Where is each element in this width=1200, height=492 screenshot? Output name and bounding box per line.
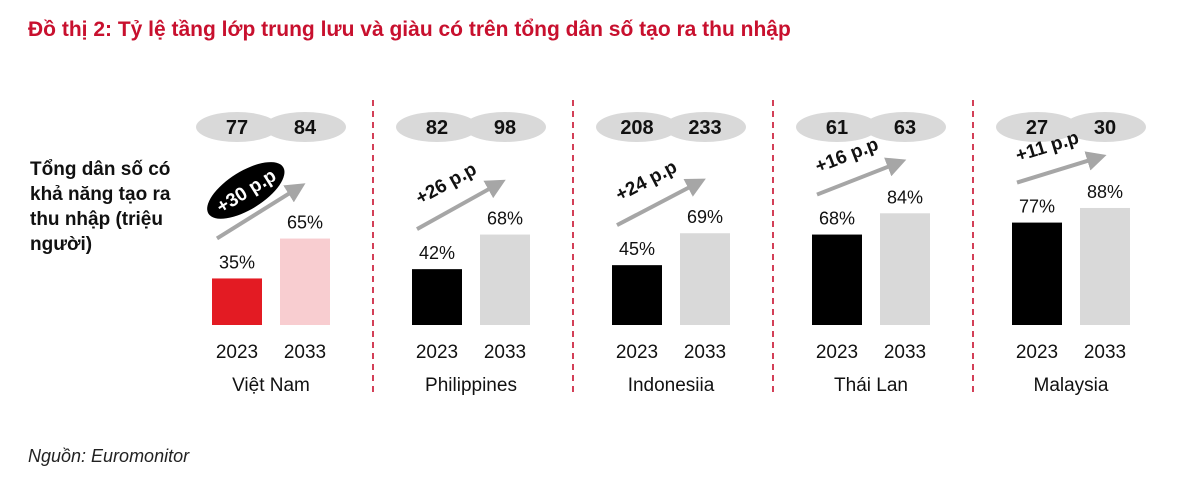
- population-value: 98: [494, 117, 516, 139]
- population-pill: [1064, 112, 1146, 142]
- country-label: Thái Lan: [834, 375, 908, 396]
- year-tick-label: 2023: [616, 342, 658, 363]
- bar-malaysia-2033: [1080, 207, 1130, 325]
- population-pill: [864, 112, 946, 142]
- growth-arrow: [616, 178, 706, 227]
- year-tick-label: 2023: [416, 342, 458, 363]
- change-badge-background: [207, 162, 285, 219]
- growth-arrow: [215, 183, 306, 241]
- population-value: 208: [620, 117, 653, 139]
- population-axis-label: Tổng dân số có khả năng tạo ra thu nhập …: [30, 159, 171, 255]
- year-tick-label: 2023: [216, 342, 258, 363]
- country-label: Philippines: [425, 375, 517, 396]
- population-pill: [464, 112, 546, 142]
- bar-việt-nam-2033: [280, 238, 330, 325]
- source-note: Nguồn: Euromonitor: [28, 446, 190, 466]
- chart-title: Đồ thị 2: Tỷ lệ tầng lớp trung lưu và gi…: [28, 18, 791, 41]
- data-label: 45%: [619, 239, 655, 259]
- bar-việt-nam-2023: [212, 278, 262, 325]
- population-value: 82: [426, 117, 448, 139]
- population-value: 84: [294, 117, 317, 139]
- population-pill: [596, 112, 678, 142]
- data-label: 77%: [1019, 197, 1055, 217]
- population-pill: [996, 112, 1078, 142]
- country-label: Indonesiia: [628, 375, 715, 396]
- year-tick-label: 2033: [684, 342, 726, 363]
- bar-indonesiia-2033: [680, 233, 730, 325]
- year-tick-label: 2033: [484, 342, 526, 363]
- growth-arrow: [1016, 151, 1107, 185]
- population-pill: [396, 112, 478, 142]
- population-value: 30: [1094, 117, 1116, 139]
- population-value: 61: [826, 117, 848, 139]
- growth-arrow: [416, 179, 506, 231]
- growth-arrow: [816, 157, 907, 197]
- population-value: 233: [688, 117, 721, 139]
- year-tick-label: 2033: [884, 342, 926, 363]
- data-label: 88%: [1087, 182, 1123, 202]
- data-label: 65%: [287, 213, 323, 233]
- population-value: 63: [894, 117, 916, 139]
- data-label: 68%: [819, 209, 855, 229]
- data-label: 69%: [687, 207, 723, 227]
- data-label: 68%: [487, 209, 523, 229]
- year-tick-label: 2023: [1016, 342, 1058, 363]
- bar-thái-lan-2033: [880, 213, 930, 325]
- bar-thái-lan-2023: [812, 234, 862, 325]
- population-value: 27: [1026, 117, 1048, 139]
- bar-philippines-2033: [480, 234, 530, 325]
- population-pill: [796, 112, 878, 142]
- population-pill: [264, 112, 346, 142]
- country-label: Việt Nam: [232, 375, 310, 396]
- year-tick-label: 2033: [1084, 342, 1126, 363]
- population-value: 77: [226, 117, 248, 139]
- country-label: Malaysia: [1034, 375, 1109, 396]
- change-badge: +30 p.p: [207, 162, 285, 219]
- data-label: 42%: [419, 243, 455, 263]
- population-pill: [196, 112, 278, 142]
- bar-philippines-2023: [412, 269, 462, 325]
- bar-malaysia-2023: [1012, 222, 1062, 325]
- data-label: 35%: [219, 252, 255, 272]
- population-pill: [664, 112, 746, 142]
- year-tick-label: 2023: [816, 342, 858, 363]
- data-label: 84%: [887, 187, 923, 207]
- bar-indonesiia-2023: [612, 265, 662, 325]
- year-tick-label: 2033: [284, 342, 326, 363]
